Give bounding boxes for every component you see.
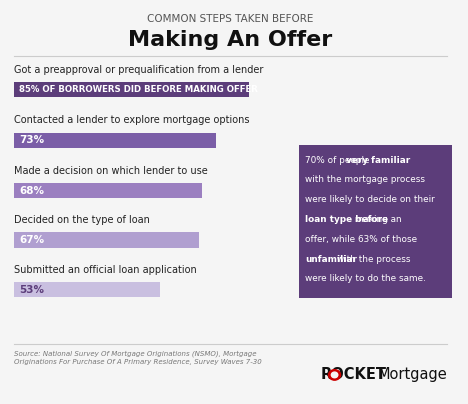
FancyBboxPatch shape bbox=[14, 82, 249, 97]
Text: were likely to do the same.: were likely to do the same. bbox=[305, 274, 426, 283]
Circle shape bbox=[331, 372, 338, 378]
FancyBboxPatch shape bbox=[14, 232, 199, 248]
Text: Made a decision on which lender to use: Made a decision on which lender to use bbox=[14, 166, 208, 176]
Text: Contacted a lender to explore mortgage options: Contacted a lender to explore mortgage o… bbox=[14, 115, 249, 125]
Text: Making An Offer: Making An Offer bbox=[128, 30, 333, 50]
Text: very familiar: very familiar bbox=[346, 156, 410, 164]
Text: 73%: 73% bbox=[19, 135, 44, 145]
Text: 53%: 53% bbox=[19, 285, 44, 295]
Text: 67%: 67% bbox=[19, 235, 44, 245]
Text: Got a preapproval or prequalification from a lender: Got a preapproval or prequalification fr… bbox=[14, 65, 263, 75]
Text: with the process: with the process bbox=[334, 255, 410, 263]
Text: 85% OF BORROWERS DID BEFORE MAKING OFFER: 85% OF BORROWERS DID BEFORE MAKING OFFER bbox=[19, 85, 258, 94]
FancyBboxPatch shape bbox=[14, 183, 202, 198]
Text: Source: National Survey Of Mortgage Originations (NSMO), Mortgage
Originations F: Source: National Survey Of Mortgage Orig… bbox=[14, 350, 262, 365]
Text: with the mortgage process: with the mortgage process bbox=[305, 175, 425, 184]
Text: 68%: 68% bbox=[19, 186, 44, 196]
Text: Submitted an official loan application: Submitted an official loan application bbox=[14, 265, 197, 275]
FancyBboxPatch shape bbox=[299, 145, 452, 298]
FancyBboxPatch shape bbox=[14, 282, 161, 297]
Text: 70% of people: 70% of people bbox=[305, 156, 373, 164]
Text: offer, while 63% of those: offer, while 63% of those bbox=[305, 235, 417, 244]
Text: COMMON STEPS TAKEN BEFORE: COMMON STEPS TAKEN BEFORE bbox=[147, 14, 314, 24]
Text: unfamiliar: unfamiliar bbox=[305, 255, 357, 263]
Text: loan type before: loan type before bbox=[305, 215, 388, 224]
Text: Decided on the type of loan: Decided on the type of loan bbox=[14, 215, 150, 225]
Text: ROCKET: ROCKET bbox=[320, 367, 386, 383]
Text: making an: making an bbox=[351, 215, 401, 224]
Circle shape bbox=[329, 370, 341, 380]
FancyBboxPatch shape bbox=[14, 133, 216, 148]
Text: were likely to decide on their: were likely to decide on their bbox=[305, 195, 435, 204]
Text: Mortgage: Mortgage bbox=[378, 367, 447, 383]
